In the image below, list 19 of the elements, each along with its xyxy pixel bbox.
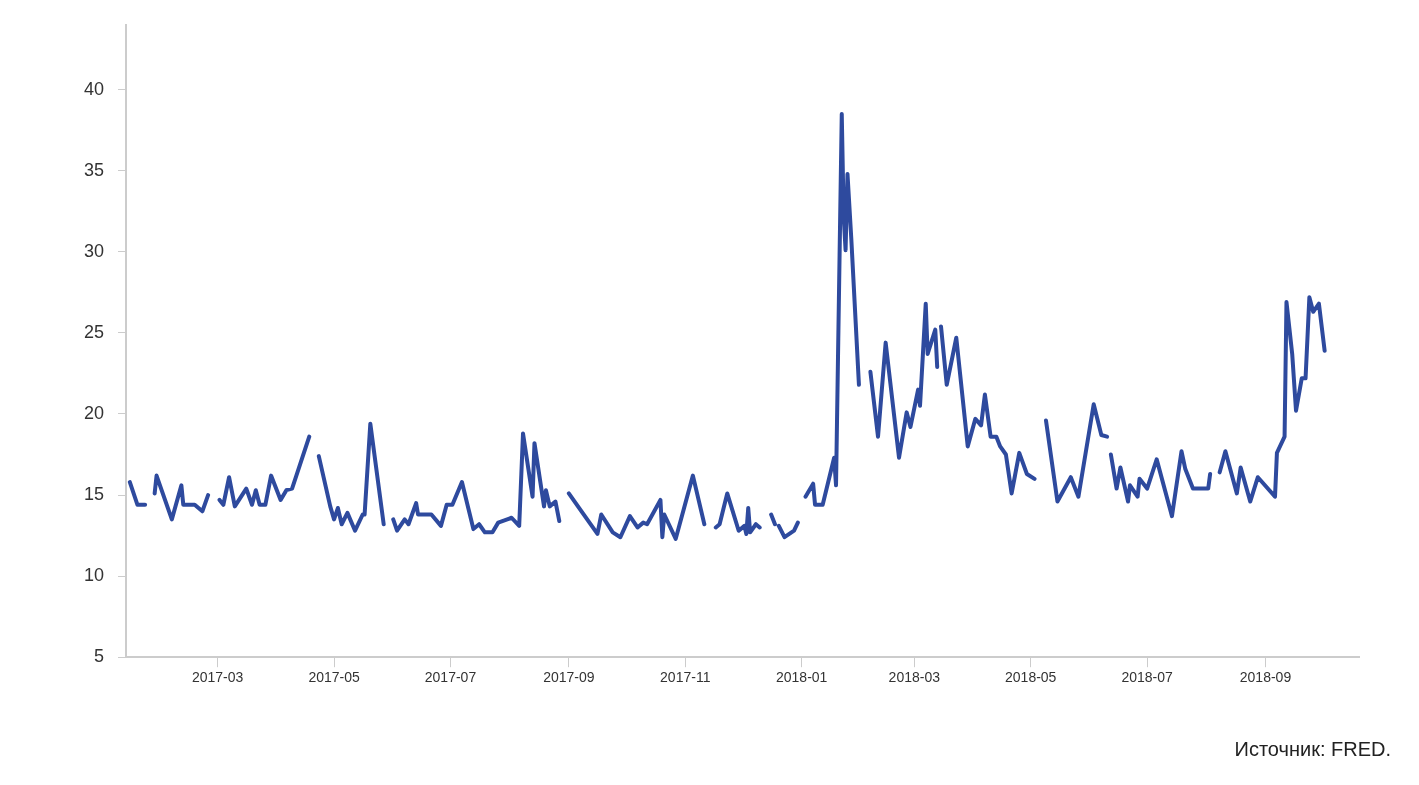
y-tick-label: 15 [83, 484, 105, 505]
y-tick-label: 30 [83, 240, 105, 261]
text: Источник: FRED. [1234, 738, 1391, 761]
x-tick-label: 2018-05 [1005, 669, 1057, 686]
y-tick-label: 25 [83, 321, 105, 342]
y-tick-label: 20 [83, 402, 105, 423]
y-tick-label: 35 [83, 159, 105, 180]
x-tick-label: 2017-11 [660, 669, 711, 686]
x-tick-label: 2017-03 [191, 669, 244, 686]
x-tick-label: 2018-01 [775, 669, 828, 686]
x-tick-label: 2017-07 [424, 669, 477, 686]
x-tick-label: 2017-05 [308, 669, 360, 686]
x-tick-label: 2018-07 [1121, 669, 1174, 686]
y-tick-label: 40 [83, 78, 105, 99]
x-tick-label: 2018-09 [1239, 669, 1292, 686]
x-tick-label: 2018-03 [888, 669, 941, 686]
y-tick-label: 5 [94, 646, 105, 667]
x-tick-label: 2017-09 [543, 669, 595, 686]
y-tick-label: 10 [83, 565, 105, 586]
